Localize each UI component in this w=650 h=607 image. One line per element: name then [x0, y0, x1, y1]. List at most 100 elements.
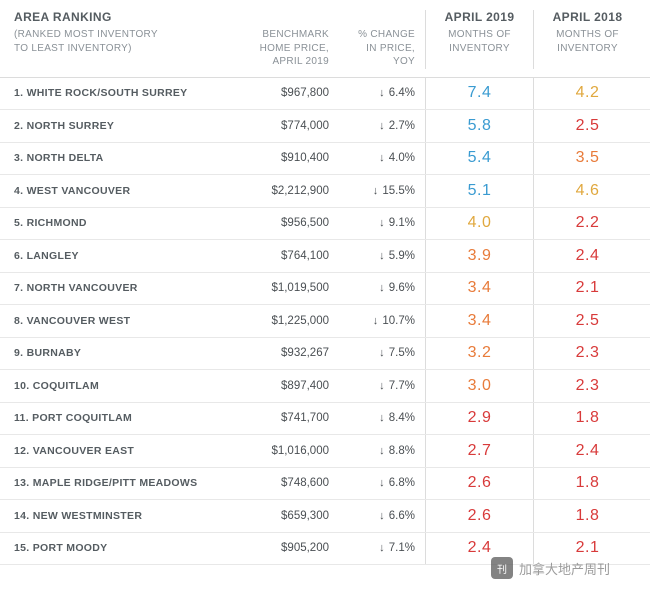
cell-inv-2019: 2.6	[425, 500, 533, 532]
cell-price: $741,700	[230, 412, 335, 424]
cell-price: $748,600	[230, 477, 335, 489]
down-arrow-icon: ↓	[379, 477, 385, 489]
cell-area: 15. PORT MOODY	[0, 542, 230, 554]
header-2018-sub: MONTHS OF INVENTORY	[534, 28, 641, 55]
cell-change: ↓ 7.7%	[335, 380, 425, 392]
cell-inv-2019: 5.4	[425, 143, 533, 175]
down-arrow-icon: ↓	[379, 542, 385, 554]
cell-area: 12. VANCOUVER EAST	[0, 445, 230, 457]
header-change: % CHANGE IN PRICE, YOY	[335, 10, 425, 69]
cell-area: 6. LANGLEY	[0, 250, 230, 262]
cell-change: ↓ 10.7%	[335, 315, 425, 327]
cell-change: ↓ 5.9%	[335, 250, 425, 262]
cell-change: ↓ 9.1%	[335, 217, 425, 229]
cell-inv-2019: 2.9	[425, 403, 533, 435]
cell-price: $897,400	[230, 380, 335, 392]
cell-area: 3. NORTH DELTA	[0, 152, 230, 164]
cell-inv-2019: 3.2	[425, 338, 533, 370]
down-arrow-icon: ↓	[379, 250, 385, 262]
inv-2018-value: 1.8	[576, 409, 600, 427]
header-2018-title: APRIL 2018	[534, 10, 641, 24]
cell-price: $905,200	[230, 542, 335, 554]
inv-2019-value: 5.8	[468, 117, 492, 135]
cell-area: 13. MAPLE RIDGE/PITT MEADOWS	[0, 477, 230, 489]
inv-2019-value: 2.4	[468, 539, 492, 557]
cell-area: 14. NEW WESTMINSTER	[0, 510, 230, 522]
cell-inv-2018: 2.4	[533, 240, 641, 272]
table-row: 13. MAPLE RIDGE/PITT MEADOWS$748,600↓ 6.…	[0, 468, 650, 501]
cell-inv-2018: 2.5	[533, 305, 641, 337]
cell-inv-2019: 3.4	[425, 305, 533, 337]
cell-inv-2019: 3.0	[425, 370, 533, 402]
down-arrow-icon: ↓	[373, 185, 379, 197]
down-arrow-icon: ↓	[373, 315, 379, 327]
cell-area: 7. NORTH VANCOUVER	[0, 282, 230, 294]
cell-change-value: 7.7%	[386, 380, 415, 392]
table-row: 12. VANCOUVER EAST$1,016,000↓ 8.8%2.72.4	[0, 435, 650, 468]
cell-change-value: 5.9%	[386, 250, 415, 262]
inv-2019-value: 2.7	[468, 442, 492, 460]
inv-2018-value: 2.1	[576, 279, 600, 297]
down-arrow-icon: ↓	[379, 380, 385, 392]
area-ranking-table: AREA RANKING (RANKED MOST INVENTORY TO L…	[0, 0, 650, 565]
inv-2019-value: 7.4	[468, 84, 492, 102]
cell-area: 8. VANCOUVER WEST	[0, 315, 230, 327]
cell-area: 5. RICHMOND	[0, 217, 230, 229]
cell-inv-2019: 4.0	[425, 208, 533, 240]
cell-area: 1. WHITE ROCK/SOUTH SURREY	[0, 87, 230, 99]
cell-price: $956,500	[230, 217, 335, 229]
table-row: 8. VANCOUVER WEST$1,225,000↓ 10.7%3.42.5	[0, 305, 650, 338]
cell-inv-2018: 2.3	[533, 370, 641, 402]
cell-change-value: 8.4%	[386, 412, 415, 424]
inv-2018-value: 2.2	[576, 214, 600, 232]
inv-2018-value: 2.1	[576, 539, 600, 557]
table-row: 10. COQUITLAM$897,400↓ 7.7%3.02.3	[0, 370, 650, 403]
cell-inv-2018: 2.1	[533, 273, 641, 305]
watermark-text: 加拿大地产周刊	[519, 559, 610, 578]
inv-2019-value: 2.9	[468, 409, 492, 427]
down-arrow-icon: ↓	[379, 412, 385, 424]
down-arrow-icon: ↓	[379, 510, 385, 522]
cell-area: 2. NORTH SURREY	[0, 120, 230, 132]
down-arrow-icon: ↓	[379, 347, 385, 359]
cell-inv-2018: 2.4	[533, 435, 641, 467]
inv-2019-value: 3.4	[468, 312, 492, 330]
header-2019: APRIL 2019 MONTHS OF INVENTORY	[425, 10, 533, 69]
inv-2018-value: 1.8	[576, 474, 600, 492]
cell-price: $932,267	[230, 347, 335, 359]
cell-area: 4. WEST VANCOUVER	[0, 185, 230, 197]
cell-change: ↓ 6.6%	[335, 510, 425, 522]
header-price-sub: BENCHMARK HOME PRICE, APRIL 2019	[230, 28, 329, 69]
inv-2018-value: 2.5	[576, 117, 600, 135]
cell-inv-2018: 1.8	[533, 500, 641, 532]
cell-inv-2018: 2.3	[533, 338, 641, 370]
inv-2018-value: 3.5	[576, 149, 600, 167]
inv-2018-value: 2.4	[576, 442, 600, 460]
cell-inv-2018: 1.8	[533, 403, 641, 435]
cell-area: 11. PORT COQUITLAM	[0, 412, 230, 424]
inv-2019-value: 3.4	[468, 279, 492, 297]
cell-change-value: 9.6%	[386, 282, 415, 294]
cell-inv-2019: 5.8	[425, 110, 533, 142]
cell-change-value: 10.7%	[379, 315, 415, 327]
inv-2018-value: 4.2	[576, 84, 600, 102]
inv-2019-value: 3.2	[468, 344, 492, 362]
cell-inv-2019: 2.6	[425, 468, 533, 500]
table-row: 6. LANGLEY$764,100↓ 5.9%3.92.4	[0, 240, 650, 273]
cell-change-value: 7.1%	[386, 542, 415, 554]
cell-inv-2018: 4.2	[533, 78, 641, 110]
cell-price: $774,000	[230, 120, 335, 132]
inv-2018-value: 2.3	[576, 377, 600, 395]
down-arrow-icon: ↓	[379, 282, 385, 294]
cell-change: ↓ 15.5%	[335, 185, 425, 197]
table-header: AREA RANKING (RANKED MOST INVENTORY TO L…	[0, 0, 650, 78]
table-row: 1. WHITE ROCK/SOUTH SURREY$967,800↓ 6.4%…	[0, 78, 650, 111]
cell-inv-2018: 2.5	[533, 110, 641, 142]
table-row: 14. NEW WESTMINSTER$659,300↓ 6.6%2.61.8	[0, 500, 650, 533]
down-arrow-icon: ↓	[379, 87, 385, 99]
cell-change-value: 6.6%	[386, 510, 415, 522]
table-row: 11. PORT COQUITLAM$741,700↓ 8.4%2.91.8	[0, 403, 650, 436]
header-area-sub: (RANKED MOST INVENTORY TO LEAST INVENTOR…	[14, 28, 230, 55]
inv-2018-value: 2.3	[576, 344, 600, 362]
cell-change: ↓ 8.4%	[335, 412, 425, 424]
